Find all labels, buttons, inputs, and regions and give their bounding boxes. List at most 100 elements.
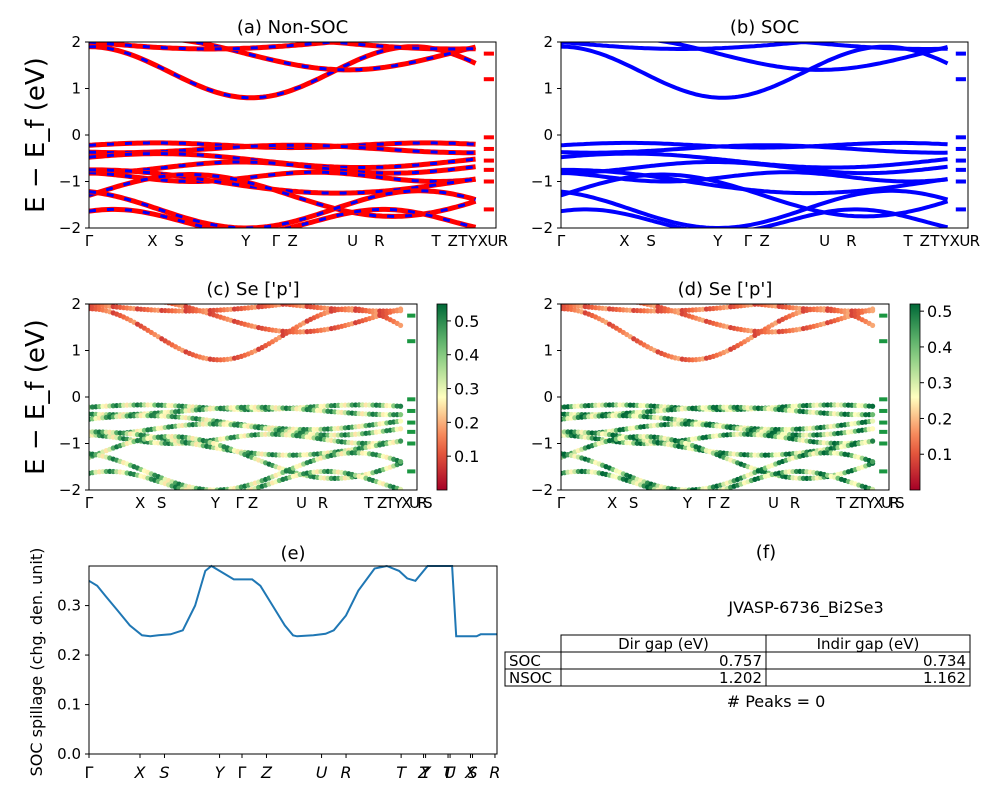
band-point — [700, 491, 705, 496]
band-point — [632, 304, 635, 305]
k-path-label: X — [873, 494, 883, 512]
k-path-label: T — [363, 494, 374, 512]
k-path-label: X — [607, 494, 617, 512]
panel-title: (b) SOC — [730, 17, 799, 38]
k-path-label: T — [929, 232, 940, 250]
y-tick-label: −2 — [531, 219, 553, 237]
y-tick-label: 2 — [543, 33, 553, 51]
band-point — [693, 492, 698, 497]
band-point — [398, 322, 404, 328]
k-path-label: S — [174, 232, 184, 250]
band-point — [870, 412, 876, 418]
band-point — [628, 298, 633, 303]
band-point — [870, 322, 876, 328]
x-tick-label: Z — [417, 763, 430, 782]
table-row — [504, 668, 971, 687]
band-line-soc — [561, 207, 949, 228]
band-point — [128, 297, 133, 302]
k-path-label: R — [318, 494, 328, 512]
k-path-label: Γ — [557, 494, 566, 512]
panel-title: (c) Se ['p'] — [206, 279, 299, 300]
band-point — [596, 297, 601, 302]
band-line-nonsoc — [89, 159, 476, 176]
band-point — [870, 308, 876, 314]
band-line-nonsoc — [89, 44, 477, 101]
k-path-label: R — [970, 232, 980, 250]
k-path-label: Γ — [235, 494, 244, 512]
panel-a-nonsoc-bands: 210−1−2Γ X S Y Γ Z U R T Z T Y X U R(a) Non-SOC — [59, 17, 508, 250]
y-tick-label: −1 — [59, 435, 81, 453]
axes-frame — [560, 303, 890, 491]
y-tick-label: 2 — [71, 33, 81, 51]
k-path-label: R — [417, 494, 427, 512]
plot-area — [89, 42, 494, 228]
k-path-label: X — [401, 494, 411, 512]
k-path-label: X — [950, 232, 960, 250]
x-tick-label: T — [443, 763, 454, 782]
band-point — [204, 491, 209, 496]
k-path-label: R — [498, 232, 508, 250]
y-tick-label: −1 — [531, 435, 553, 453]
k-path-label: Y — [865, 494, 876, 512]
band-point — [124, 297, 129, 302]
band-point — [667, 489, 669, 490]
colorbar-tick-label: 0.1 — [454, 447, 479, 466]
y-tick-label: 0 — [71, 126, 81, 144]
band-line-soc — [561, 140, 948, 150]
k-path-label: Y — [240, 232, 251, 250]
x-tick-label: Γ — [85, 763, 94, 782]
band-point — [697, 492, 702, 497]
band-point — [607, 297, 612, 302]
k-path-label: R — [846, 232, 856, 250]
band-point — [111, 298, 116, 303]
x-tick-label: T — [396, 763, 407, 782]
k-path-label: Z — [849, 494, 859, 512]
y-tick-label: −1 — [59, 173, 81, 191]
k-path-label: S — [423, 494, 433, 512]
k-path-label: S — [157, 494, 167, 512]
x-tick-label: Y — [215, 763, 226, 782]
x-tick-label: U — [316, 763, 328, 782]
y-axis-label-energy-middle: E − E_f (eV) — [21, 319, 51, 475]
colorbar-tick-label: 0.4 — [927, 338, 952, 357]
band-line-nonsoc — [89, 188, 477, 228]
k-path-label: Z — [377, 494, 387, 512]
k-path-label: Z — [720, 494, 730, 512]
y-tick-label: 0.1 — [57, 696, 81, 714]
k-path-label: U — [487, 232, 498, 250]
band-point — [138, 297, 143, 302]
band-point — [583, 298, 588, 303]
colorbar-tick-label: 0.3 — [454, 380, 479, 399]
panel-title: (d) Se ['p'] — [678, 279, 773, 300]
k-path-label: S — [629, 494, 639, 512]
axes-frame — [560, 41, 969, 229]
k-path-label: Y — [712, 232, 723, 250]
k-path-label: S — [895, 494, 905, 512]
band-point — [105, 304, 108, 305]
k-path-label: Y — [939, 232, 950, 250]
k-path-label: Γ — [557, 232, 566, 250]
y-tick-label: 0.3 — [57, 597, 81, 615]
x-tick-label: Z — [260, 763, 273, 782]
k-path-label: T — [857, 494, 868, 512]
panel-title: (a) Non-SOC — [237, 17, 348, 38]
x-tick-label: X — [464, 763, 477, 782]
band-line-nonsoc — [89, 42, 476, 52]
band-point — [118, 297, 123, 302]
band-point — [145, 297, 150, 302]
table-cell-dir: 1.202 — [719, 669, 762, 687]
k-path-label: R — [790, 494, 800, 512]
band-line-soc — [561, 42, 948, 51]
band-point — [659, 488, 664, 490]
band-point — [160, 304, 163, 305]
band-line-soc — [561, 42, 949, 72]
band-point — [135, 297, 140, 302]
band-point — [624, 298, 629, 303]
band-point — [195, 489, 197, 490]
x-tick-label: X — [134, 763, 147, 782]
band-point — [398, 403, 404, 409]
k-path-label: U — [819, 232, 830, 250]
colorbar-tick-label: 0.4 — [454, 346, 479, 365]
x-tick-label: S — [159, 763, 169, 782]
panel-f-gap-table: (f) JVASP-6736_Bi2Se3 Dir gap (eV) Indir ga… — [504, 542, 971, 711]
